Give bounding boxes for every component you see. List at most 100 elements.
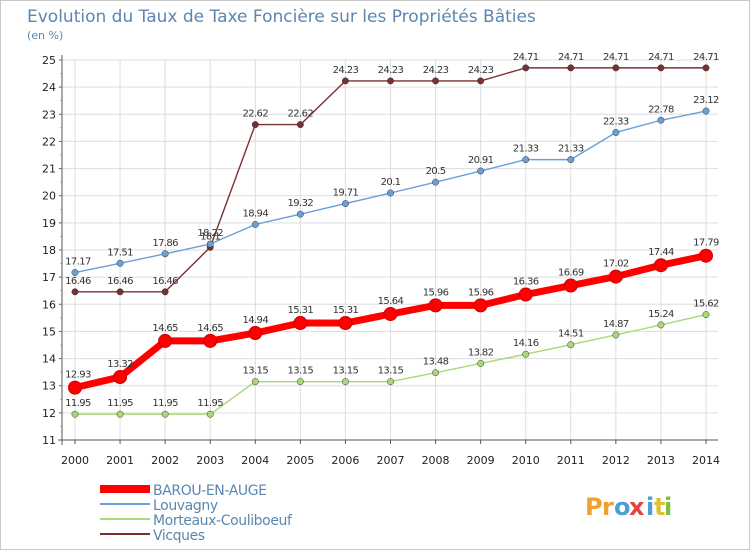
- data-label: 22.62: [288, 109, 314, 120]
- data-label: 24.71: [693, 52, 719, 63]
- plot-area: 11 12 13 14 15 16 17 18 19 20 21 22 23 24 25 2000 2001 20…: [42, 52, 720, 467]
- data-point: [387, 189, 394, 197]
- legend-label: Morteaux-Couliboeuf: [153, 513, 293, 529]
- y-tick-label: 16: [42, 298, 56, 311]
- data-point: [657, 321, 665, 329]
- data-label: 11.95: [197, 398, 223, 409]
- data-point: [567, 64, 575, 72]
- data-point: [71, 288, 79, 296]
- legend-label: Louvagny: [153, 498, 218, 514]
- data-point: [702, 107, 710, 115]
- data-label: 13.32: [107, 359, 133, 370]
- x-tick-label: 2007: [377, 454, 405, 467]
- data-point: [251, 378, 259, 386]
- data-label: 24.71: [558, 52, 584, 63]
- data-point: [567, 156, 575, 164]
- data-point: [71, 410, 79, 418]
- data-label: 15.24: [648, 309, 674, 320]
- data-label: 13.82: [468, 347, 494, 358]
- data-label: 19.32: [288, 198, 314, 209]
- data-point: [341, 200, 349, 208]
- data-point: [477, 77, 485, 85]
- data-point: [116, 410, 124, 418]
- chart-title: Evolution du Taux de Taxe Foncière sur l…: [27, 7, 536, 27]
- x-tick-label: 2009: [467, 454, 495, 467]
- y-tick-label: 25: [42, 54, 56, 67]
- data-label: 11.95: [65, 398, 91, 409]
- data-label: 11.95: [152, 398, 178, 409]
- data-label: 24.71: [513, 52, 539, 63]
- data-label: 19.71: [333, 188, 359, 199]
- data-label: 24.23: [378, 65, 404, 76]
- data-label: 17.17: [65, 257, 91, 268]
- data-label: 17.51: [107, 247, 133, 258]
- data-label: 13.15: [288, 366, 314, 377]
- data-label: 14.87: [603, 319, 629, 330]
- data-label: 16.69: [558, 268, 584, 279]
- x-tick-label: 2006: [331, 454, 359, 467]
- data-label: 13.15: [378, 366, 404, 377]
- data-point: [567, 341, 575, 349]
- data-point: [206, 240, 214, 248]
- data-point: [68, 380, 82, 395]
- x-tick-label: 2008: [422, 454, 450, 467]
- data-label: 13.48: [423, 357, 449, 368]
- y-tick-label: 17: [42, 271, 56, 284]
- data-label: 23.12: [693, 95, 719, 106]
- data-label: 24.71: [603, 52, 629, 63]
- data-point: [612, 129, 620, 136]
- logo-letter: x: [629, 493, 645, 521]
- data-label: 14.51: [558, 329, 584, 340]
- y-tick-label: 19: [42, 217, 56, 230]
- data-label: 21.33: [558, 144, 584, 155]
- data-point: [387, 77, 394, 85]
- data-label: 24.23: [468, 65, 494, 76]
- data-point: [116, 259, 124, 267]
- data-point: [518, 287, 533, 302]
- legend-label: BAROU-EN-AUGE: [153, 483, 267, 499]
- data-point: [432, 369, 440, 377]
- data-label: 13.15: [333, 366, 359, 377]
- data-point: [702, 64, 710, 72]
- data-label: 16.46: [152, 276, 178, 287]
- x-tick-label: 2014: [692, 454, 720, 467]
- y-tick-label: 20: [42, 190, 56, 203]
- data-label: 22.78: [648, 104, 674, 115]
- y-tick-label: 13: [42, 380, 56, 393]
- data-point: [161, 410, 169, 418]
- y-tick-label: 12: [42, 407, 56, 420]
- x-tick-label: 2011: [557, 454, 585, 467]
- y-tick-label: 22: [42, 135, 56, 148]
- data-point: [338, 316, 353, 331]
- legend-label: Vicques: [153, 528, 205, 544]
- x-tick-label: 2010: [512, 454, 540, 467]
- data-point: [428, 298, 443, 313]
- data-label: 18.94: [242, 208, 268, 219]
- data-point: [657, 116, 665, 124]
- data-point: [161, 250, 169, 258]
- data-point: [473, 298, 488, 313]
- y-tick-label: 14: [42, 353, 56, 366]
- data-point: [341, 378, 349, 386]
- data-label: 15.62: [693, 299, 719, 310]
- x-tick-label: 2003: [196, 454, 224, 467]
- data-point: [158, 333, 173, 348]
- data-point: [251, 221, 259, 228]
- x-tick-label: 2004: [241, 454, 269, 467]
- data-label: 24.23: [423, 65, 449, 76]
- data-label: 18.1: [200, 231, 220, 242]
- data-label: 14.65: [152, 323, 178, 334]
- x-tick-label: 2002: [151, 454, 179, 467]
- data-label: 15.31: [288, 305, 314, 316]
- data-label: 12.93: [65, 370, 91, 381]
- y-tick-label: 21: [42, 163, 56, 176]
- data-label: 14.16: [513, 338, 539, 349]
- logo-letter: i: [646, 493, 654, 521]
- data-point: [477, 360, 485, 367]
- data-point: [563, 278, 578, 293]
- y-tick-label: 11: [42, 434, 56, 447]
- data-label: 22.62: [242, 109, 268, 120]
- data-label: 24.23: [333, 65, 359, 76]
- data-point: [432, 178, 440, 186]
